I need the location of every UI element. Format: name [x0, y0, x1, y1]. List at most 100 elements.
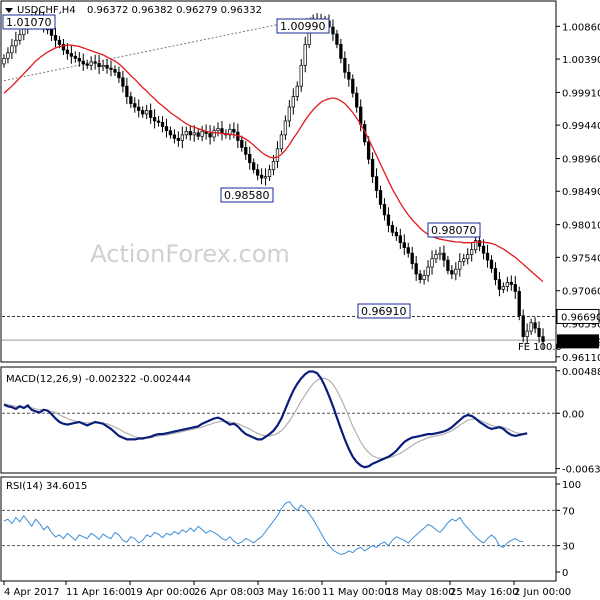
- candle-body: [275, 148, 280, 162]
- candle-body: [248, 154, 252, 164]
- candle-body: [533, 322, 537, 329]
- candle-body: [117, 71, 121, 79]
- candle-body: [255, 169, 260, 176]
- price-callout-box: [220, 187, 274, 203]
- candle-body: [65, 49, 70, 54]
- x-tick-label: 4 Apr 2017: [4, 587, 59, 598]
- rsi-panel-frame: [0, 476, 557, 582]
- candle-body: [366, 141, 371, 160]
- candle-body: [438, 252, 442, 255]
- candle-body: [458, 261, 462, 270]
- candle-body: [497, 279, 502, 290]
- price-chart-title: USDCHF,H4: [17, 5, 76, 16]
- macd-signal-line: [3, 377, 528, 460]
- candle-body: [228, 128, 232, 136]
- current-price-label: 0.96332: [561, 337, 600, 348]
- x-tick-label: 18 May 08:00: [386, 587, 455, 598]
- candle-body: [434, 254, 438, 260]
- fe-label: FE 100.0: [518, 342, 562, 353]
- candle-body: [398, 235, 402, 244]
- candle-body: [188, 131, 192, 136]
- candle-body: [537, 327, 541, 337]
- candle-body: [402, 242, 406, 248]
- candle-body: [406, 247, 410, 254]
- macd-ytick-label: 0.00: [562, 409, 584, 420]
- candle-body: [240, 140, 244, 148]
- candle-body: [382, 204, 387, 216]
- candle-body: [287, 106, 292, 122]
- macd-ytick-label: 0.004883: [562, 367, 600, 378]
- candle-body: [152, 117, 157, 122]
- price-callout-box: [2, 14, 56, 30]
- candle-body: [89, 61, 93, 66]
- candle-body: [61, 44, 66, 51]
- candle-body: [355, 92, 359, 108]
- x-tick-label: 25 May 16:00: [450, 587, 519, 598]
- candle-body: [101, 64, 105, 68]
- candle-body: [81, 60, 85, 65]
- candle-body: [14, 39, 18, 47]
- candle-body: [133, 103, 137, 108]
- candle-body: [343, 58, 347, 73]
- candle-body: [271, 160, 276, 171]
- candle-body: [446, 259, 450, 271]
- candle-body: [442, 252, 446, 261]
- candle-body: [200, 131, 204, 137]
- candle-body: [374, 176, 379, 191]
- candle-body: [525, 330, 529, 337]
- price-ytick-label: 0.96110: [562, 353, 600, 364]
- candle-body: [303, 44, 307, 66]
- candle-body: [69, 53, 74, 57]
- price-ytick-label: 0.98010: [562, 221, 600, 232]
- x-tick-label: 19 Apr 00:00: [130, 587, 195, 598]
- candle-body: [422, 275, 426, 280]
- trend-line: [3, 16, 314, 82]
- watermark: ActionForex.com: [90, 240, 290, 268]
- candle-body: [489, 259, 494, 269]
- candle-body: [6, 52, 10, 59]
- candle-body: [232, 128, 236, 133]
- rsi-ytick-label: 70: [562, 506, 575, 517]
- candle-body: [49, 29, 54, 36]
- candle-body: [196, 132, 200, 137]
- candle-body: [10, 45, 14, 54]
- rsi-ytick-label: 30: [562, 542, 575, 553]
- candle-body: [208, 133, 212, 138]
- x-tick-label: 11 Apr 16:00: [66, 587, 131, 598]
- candle-body: [184, 131, 188, 136]
- candle-body: [295, 85, 299, 97]
- candle-body: [418, 273, 422, 280]
- collapse-triangle-icon[interactable]: [5, 8, 13, 13]
- candle-body: [105, 64, 109, 69]
- candle-body: [148, 110, 153, 118]
- rsi-title: RSI(14) 34.6015: [6, 481, 87, 492]
- moving-average-line: [3, 44, 544, 283]
- rsi-ytick-label: 0: [562, 568, 568, 579]
- price-ytick-label: 0.98960: [562, 155, 600, 166]
- price-chart-ohlc: 0.96372 0.96382 0.96279 0.96332: [87, 5, 262, 16]
- macd-panel-frame: [0, 366, 557, 474]
- price-callout-label: 1.01070: [6, 16, 52, 29]
- candle-body: [541, 336, 545, 342]
- x-tick-label: 3 May 16:00: [258, 587, 320, 598]
- price-plot: 1.00860 1.00390 0.99910 0.99440 0.98960 0.984…: [2, 9, 600, 364]
- candle-body: [109, 67, 113, 70]
- candle-body: [164, 126, 169, 132]
- candle-body: [263, 176, 268, 179]
- candle-body: [450, 270, 454, 275]
- price-ytick-label: 0.99910: [562, 88, 600, 99]
- candle-body: [212, 130, 216, 138]
- price-ytick-label: 0.97540: [562, 253, 600, 264]
- candle-body: [85, 63, 89, 66]
- rsi-line: [3, 500, 524, 555]
- candle-body: [216, 128, 220, 132]
- candle-body: [513, 284, 517, 292]
- candle-body: [347, 71, 351, 80]
- candle-body: [426, 266, 430, 276]
- level-price-label: 0.96690: [561, 312, 600, 323]
- price-ytick-label: 0.98490: [562, 187, 600, 198]
- x-tick-label: 2 Jun 00:00: [514, 587, 571, 598]
- candle-body: [252, 162, 256, 171]
